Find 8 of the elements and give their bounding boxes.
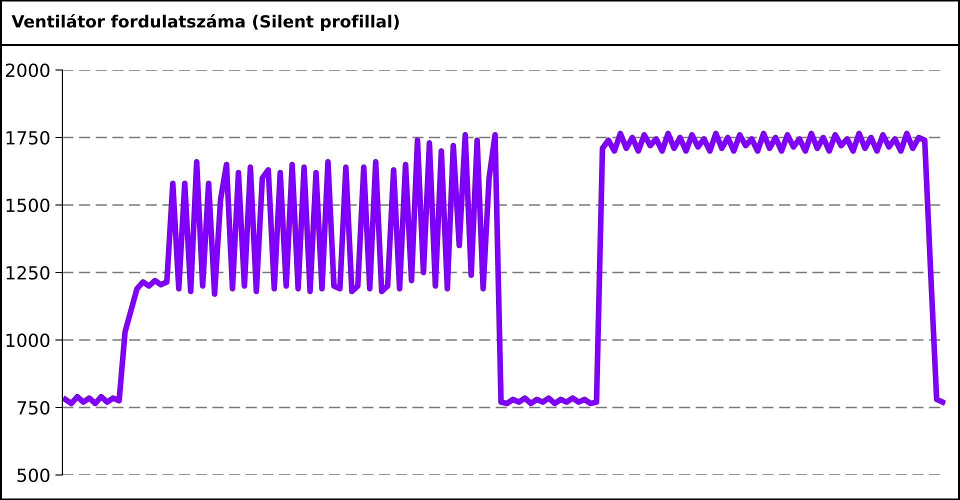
y-tick-label: 750 [18,400,50,415]
y-tick-label: 2000 [6,63,50,78]
chart-title: Ventilátor fordulatszáma (Silent profillal) [12,14,399,31]
y-tick-label: 1000 [6,333,50,348]
y-tick-label: 1500 [6,198,50,212]
y-tick-label: 1750 [6,130,50,145]
y-tick-label: 1250 [6,266,50,280]
y-tick-label: 500 [18,468,50,482]
